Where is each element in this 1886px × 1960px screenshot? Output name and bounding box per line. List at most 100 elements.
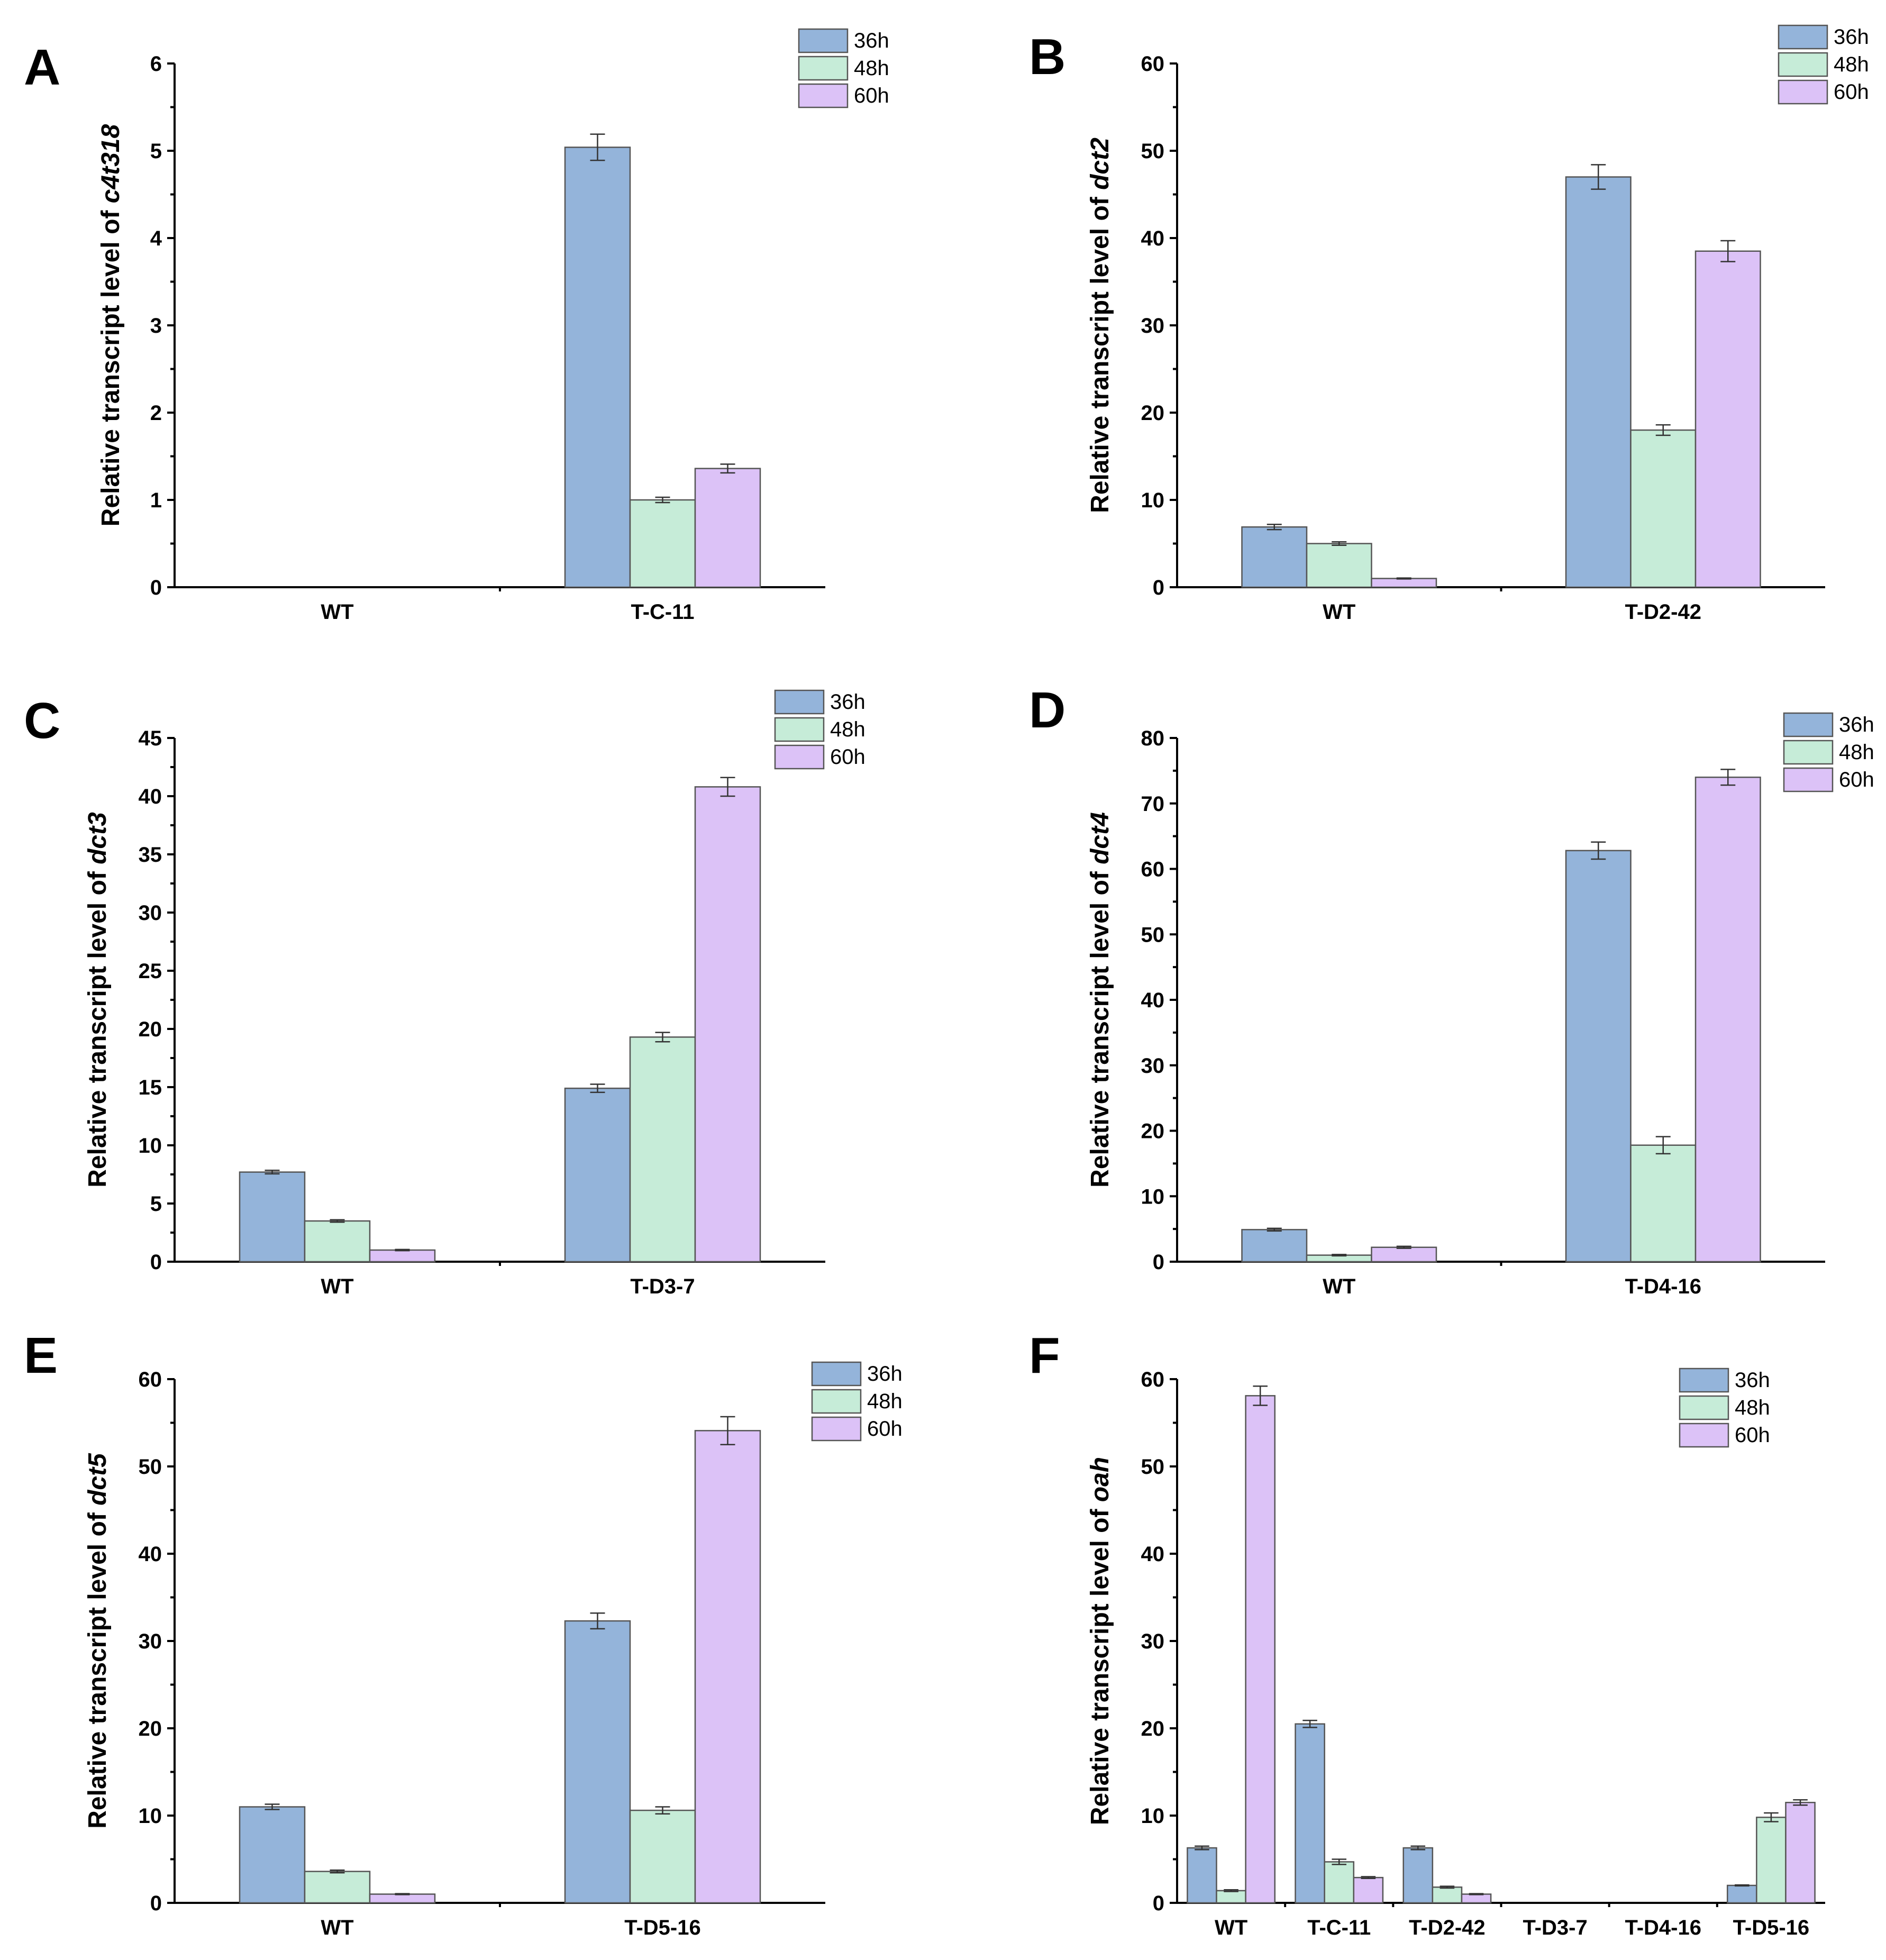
panel-letter: C [24, 692, 60, 749]
legend-swatch-48h [1778, 52, 1828, 77]
x-category-label: WT [321, 600, 353, 624]
legend-label: 36h [1735, 1369, 1770, 1392]
legend-swatch-48h [1783, 740, 1834, 765]
legend-swatch-60h [774, 744, 825, 770]
y-tick-label: 20 [139, 1717, 162, 1740]
panel-b: B 0 10 20 30 40 50 60 Relative transcript level … [1029, 24, 1869, 624]
y-tick-label: 0 [150, 576, 162, 599]
x-category-label: T-D2-42 [1409, 1916, 1486, 1939]
bar-36h [1565, 176, 1632, 588]
bar-48h [1306, 543, 1372, 588]
bar-60h [1785, 1802, 1816, 1904]
y-axis-title-prefix: Relative transcript level of [97, 203, 125, 526]
y-tick-label: 60 [1141, 1368, 1165, 1391]
legend-swatch-36h [1778, 24, 1828, 50]
bar-48h [304, 1871, 371, 1904]
bar-60h [1353, 1876, 1384, 1904]
y-tick-label: 50 [1141, 140, 1165, 163]
y-axis-title: Relative transcript level of dct4 [1086, 812, 1114, 1188]
bar-48h [629, 1036, 696, 1263]
y-tick-label: 20 [1141, 1120, 1165, 1143]
y-tick-label: 60 [1141, 52, 1165, 76]
x-category-label: WT [1323, 600, 1355, 624]
y-tick-label: 60 [139, 1368, 162, 1391]
x-category-label: WT [321, 1916, 353, 1939]
bar-60h [694, 468, 761, 588]
legend-label: 36h [830, 690, 865, 714]
y-axis-title-prefix: Relative transcript level of [1086, 864, 1114, 1188]
panel-letter: F [1029, 1327, 1060, 1384]
legend-swatch-48h [1679, 1395, 1729, 1420]
bar-36h [239, 1806, 306, 1904]
bar-36h [1241, 1229, 1308, 1263]
legend-swatch-60h [1778, 79, 1828, 105]
bar-60h [1694, 777, 1761, 1263]
bar-60h [1371, 1246, 1437, 1263]
panel-e: E 0 10 20 30 40 50 60 Relative transcript level … [24, 1327, 903, 1939]
legend-label: 60h [867, 1417, 903, 1441]
legend-swatch-36h [798, 28, 849, 53]
y-tick-label: 20 [1141, 402, 1165, 425]
bar-60h [369, 1249, 436, 1263]
bar-60h [1245, 1395, 1276, 1904]
y-tick-label: 5 [150, 1192, 162, 1216]
y-tick-label: 0 [1153, 1251, 1164, 1274]
bar-36h [1295, 1723, 1325, 1904]
y-tick-label: 10 [1141, 1804, 1165, 1828]
x-category-label: T-C-11 [1307, 1916, 1371, 1939]
legend-label: 60h [854, 84, 889, 107]
legend-swatch-36h [811, 1361, 862, 1387]
bar-48h [304, 1220, 371, 1263]
bar-36h [1241, 526, 1308, 588]
y-axis-title-prefix: Relative transcript level of [84, 1506, 112, 1829]
y-tick-label: 35 [139, 843, 162, 867]
y-axis-title-prefix: Relative transcript level of [1086, 190, 1114, 513]
x-category-label: WT [1323, 1275, 1355, 1298]
y-axis-title-gene: dct4 [1086, 812, 1114, 864]
panel-letter: D [1029, 682, 1065, 739]
bar-48h [629, 499, 696, 588]
legend-label: 36h [1839, 713, 1874, 736]
legend-label: 48h [830, 718, 865, 741]
bar-36h [239, 1171, 306, 1263]
y-axis-title-gene: dct5 [84, 1453, 112, 1506]
bar-48h [1630, 429, 1697, 588]
y-axis-title-gene: oah [1086, 1457, 1114, 1502]
bar-48h [1756, 1817, 1787, 1904]
y-tick-label: 40 [139, 1543, 162, 1566]
legend-label: 48h [867, 1390, 903, 1413]
legend-swatch-60h [1783, 767, 1834, 792]
y-tick-label: 15 [139, 1076, 162, 1099]
x-category-label: T-D5-16 [624, 1916, 701, 1939]
y-axis-title: Relative transcript level of dct3 [84, 812, 112, 1188]
y-tick-label: 30 [1141, 1630, 1165, 1653]
y-tick-label: 30 [139, 901, 162, 925]
bar-60h [1371, 578, 1437, 588]
y-tick-label: 4 [150, 227, 162, 250]
bar-36h [564, 1620, 631, 1904]
y-tick-label: 45 [139, 727, 162, 750]
legend-swatch-60h [798, 83, 849, 108]
legend-label: 36h [854, 29, 889, 52]
y-tick-label: 10 [1141, 489, 1165, 512]
bar-36h [564, 1087, 631, 1263]
legend-swatch-60h [1679, 1423, 1729, 1448]
legend-swatch-36h [774, 689, 825, 715]
x-category-label: T-D3-7 [630, 1275, 695, 1298]
x-category-label: T-D4-16 [1625, 1275, 1702, 1298]
bar-48h [1432, 1886, 1463, 1904]
y-tick-label: 3 [150, 314, 162, 338]
bar-36h [564, 147, 631, 588]
bar-36h [1402, 1847, 1434, 1904]
y-axis-title-gene: dct3 [84, 812, 112, 864]
bar-48h [629, 1809, 696, 1904]
x-category-label: T-D2-42 [1625, 600, 1702, 624]
y-tick-label: 6 [150, 52, 162, 76]
y-axis-title-prefix: Relative transcript level of [1086, 1502, 1114, 1825]
legend-swatch-48h [774, 717, 825, 742]
y-axis-title: Relative transcript level of c4t318 [97, 124, 125, 527]
bar-60h [1694, 250, 1761, 588]
y-tick-label: 10 [139, 1134, 162, 1157]
bar-48h [1324, 1861, 1355, 1904]
